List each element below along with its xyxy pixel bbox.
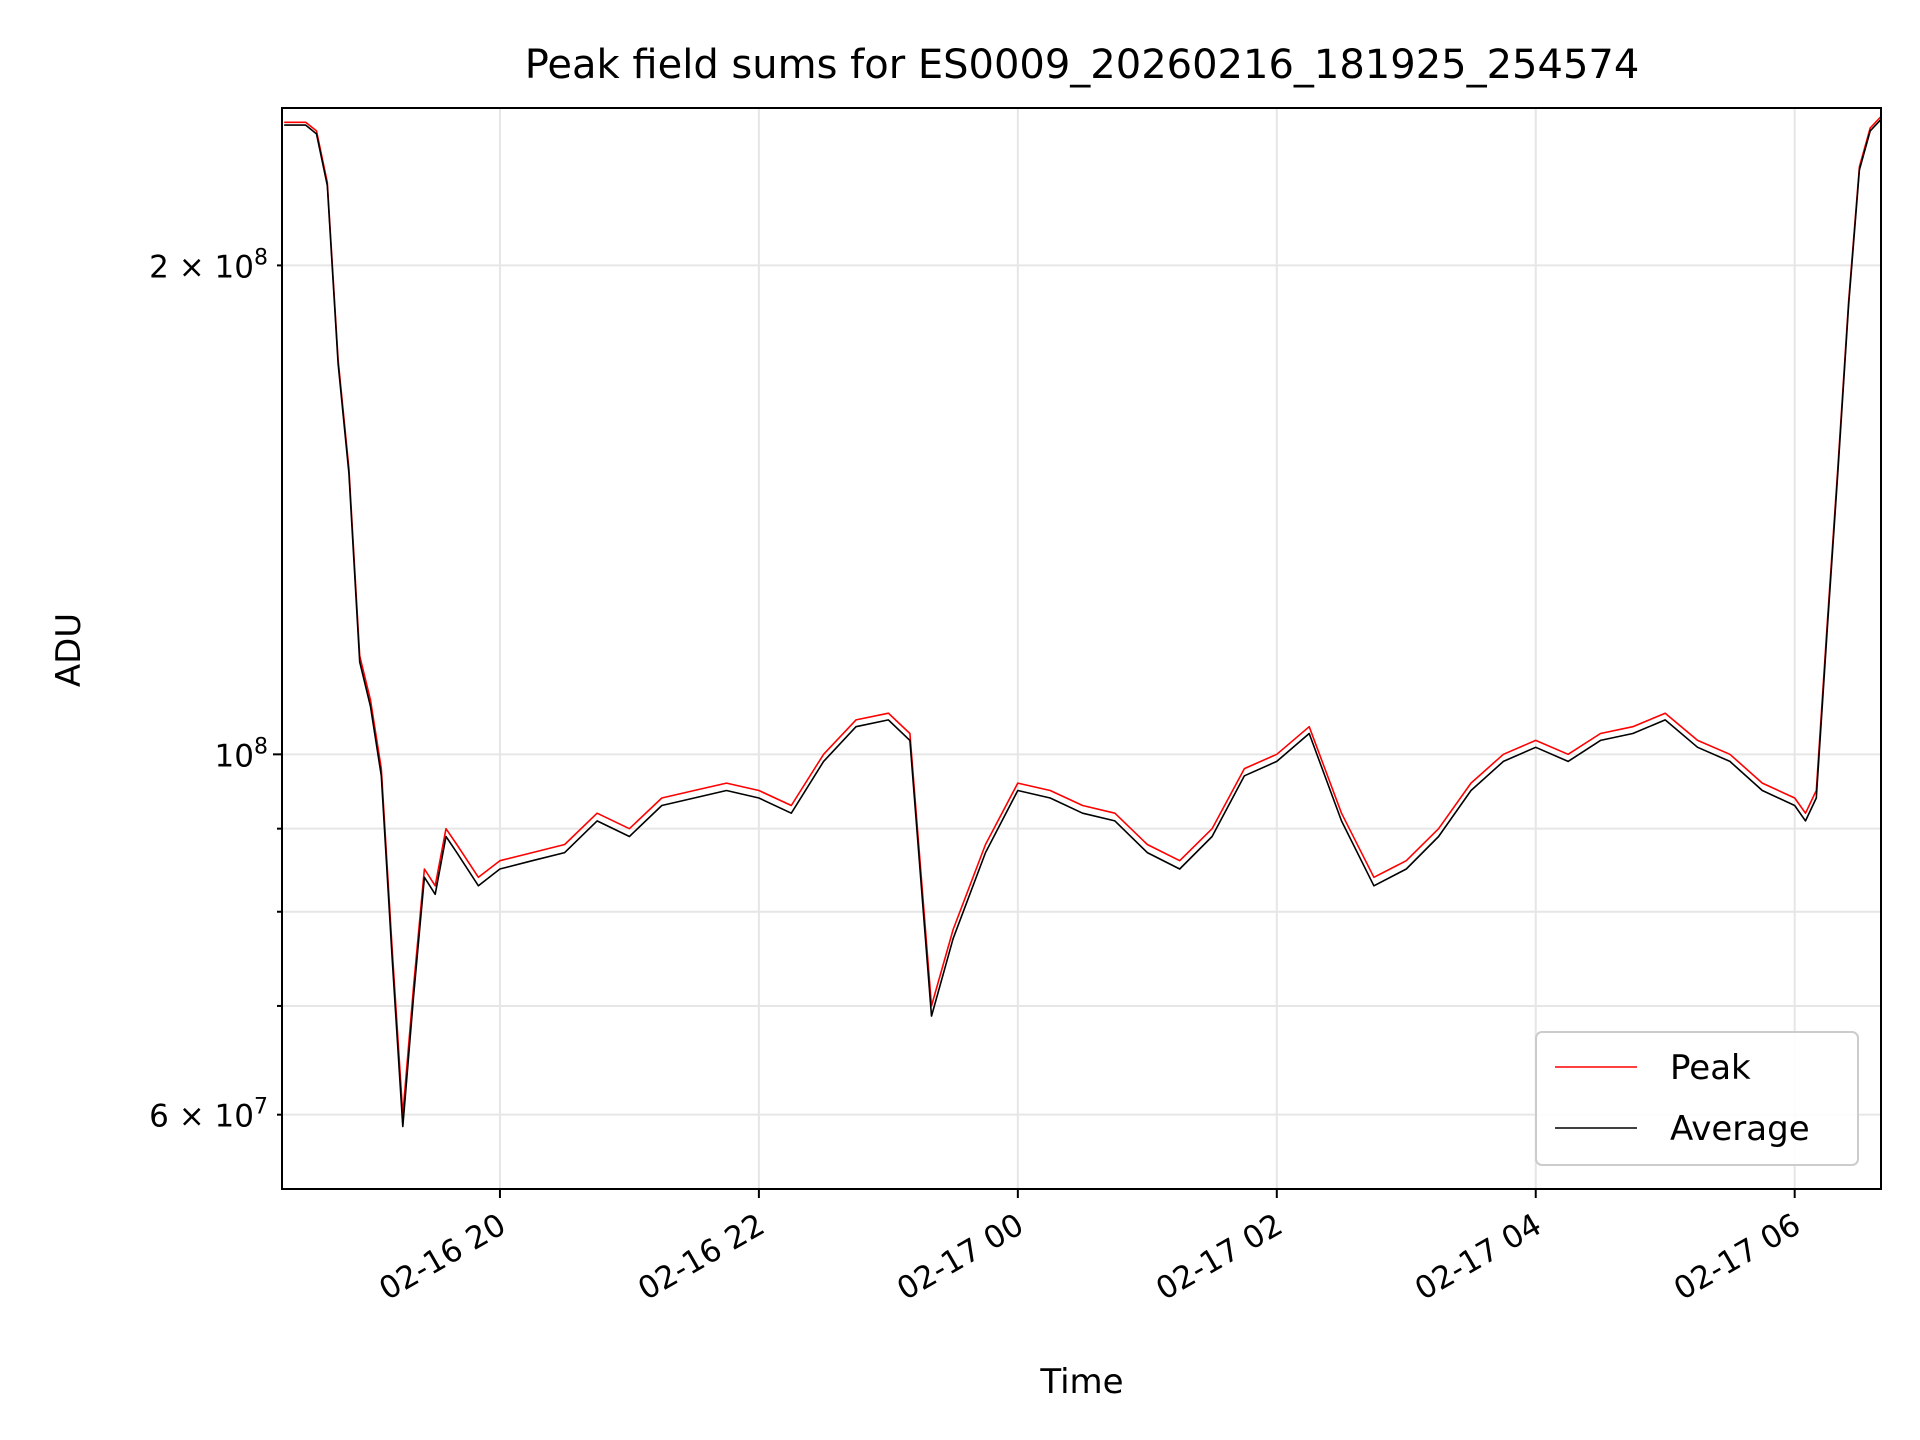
x-tick-label: 02-17 04: [1409, 1207, 1548, 1308]
series-average-line: [284, 118, 1881, 1128]
y-tick-label: 6 × 107: [149, 1095, 268, 1135]
legend: Peak Average: [1535, 1031, 1859, 1166]
chart-title: Peak field sums for ES0009_20260216_1819…: [525, 42, 1640, 88]
grid-lines: [282, 108, 1881, 1189]
x-axis-label: Time: [1039, 1362, 1123, 1402]
plot-series: [284, 115, 1881, 1128]
x-tick-label: 02-17 02: [1150, 1207, 1289, 1308]
legend-box: [1535, 1031, 1859, 1166]
x-tick-label: 02-17 06: [1668, 1207, 1807, 1308]
y-axis-label: ADU: [49, 613, 89, 687]
x-tick-label: 02-16 22: [632, 1207, 771, 1308]
x-tick-label: 02-17 00: [891, 1207, 1030, 1308]
legend-average-label: Average: [1670, 1109, 1810, 1149]
y-tick-label: 108: [215, 734, 268, 774]
y-tick-label: 2 × 108: [149, 245, 268, 285]
x-tick-label: 02-16 20: [373, 1207, 512, 1308]
series-peak-line: [284, 115, 1881, 1116]
legend-peak-label: Peak: [1670, 1048, 1751, 1088]
x-axis-ticks: 02-16 20 02-16 22 02-17 00 02-17 02 02-17 04…: [373, 1189, 1807, 1308]
plot-frame: [281, 107, 1882, 1190]
y-axis-ticks: 6 × 107 2 × 108 108: [149, 245, 282, 1135]
